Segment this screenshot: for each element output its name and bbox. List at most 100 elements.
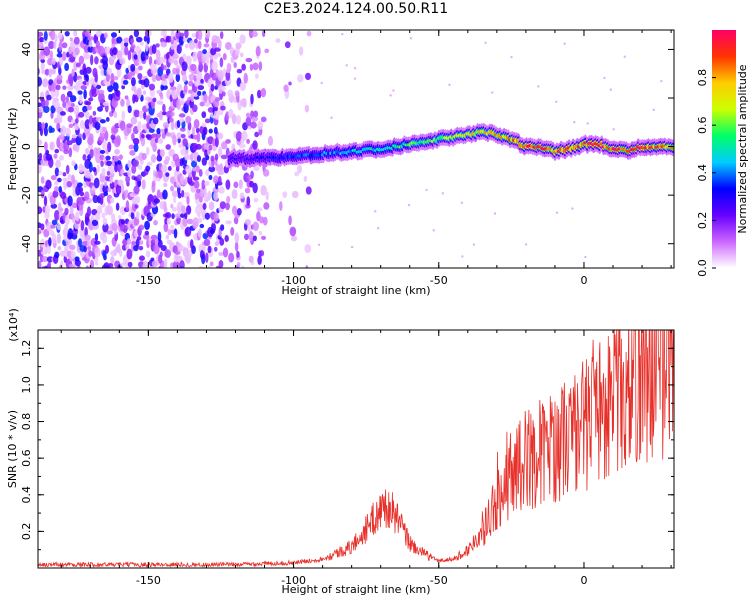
spectrogram-cell <box>179 118 185 123</box>
spectrogram-cell <box>97 45 105 56</box>
spectrogram-cell <box>389 94 392 97</box>
spectrogram-cell <box>38 31 44 37</box>
snr-scale-note: (x10⁴) <box>7 308 20 342</box>
spectrogram-cell <box>72 202 78 209</box>
spectrogram-cell <box>167 228 172 236</box>
spectrogram-cell <box>58 185 63 193</box>
spectrogram-cell <box>537 85 540 88</box>
spectrogram-cell <box>124 95 129 100</box>
spectrogram-cell <box>164 249 172 258</box>
spectrogram-cell <box>260 185 267 196</box>
y-tick-label: 1.2 <box>20 340 33 358</box>
spectrogram-cell <box>133 142 139 153</box>
spectrogram-cell <box>203 238 211 247</box>
spectrogram-cell <box>127 50 132 61</box>
spectrogram-cell <box>341 32 344 36</box>
spectrogram-cell <box>131 201 138 212</box>
spectrogram-cell <box>225 139 231 144</box>
spectrogram-cell <box>160 41 168 48</box>
spectrogram-cell <box>201 179 206 190</box>
colorbar-label: Normalized spectral amplitude <box>736 64 749 233</box>
spectrogram-cell <box>193 180 200 189</box>
spectrogram-cell <box>246 138 250 144</box>
spectrogram-cell <box>43 228 50 238</box>
spectrogram-cell <box>148 56 153 66</box>
spectrogram-cell <box>161 132 166 139</box>
spectrogram-cell <box>197 30 203 41</box>
spectrogram-cell <box>192 51 198 63</box>
spectrogram-cell <box>149 62 157 72</box>
spectrogram-cell <box>222 247 229 258</box>
spectrogram-cell <box>376 227 380 230</box>
spectrogram-cell <box>305 186 312 195</box>
spectrogram-cell <box>190 63 197 71</box>
spectrogram-cell <box>252 221 259 232</box>
spectrogram-cell <box>90 174 94 182</box>
spectrogram-cell <box>113 75 119 81</box>
spectrogram-cell <box>40 176 45 184</box>
spectrogram-cell <box>140 84 145 90</box>
spectrogram-cell <box>227 89 234 98</box>
y-tick-label: 0.4 <box>20 486 33 504</box>
spectrogram-cell <box>249 63 254 71</box>
spectrogram-cell <box>119 269 126 273</box>
spectrogram-cell <box>291 190 299 199</box>
snr-ticks: -150 -100 -50 0 0.2 0.4 0.6 0.8 1.0 1.2 <box>20 330 674 587</box>
spectrogram-cell <box>198 265 203 268</box>
spectrogram-cell <box>213 212 219 222</box>
spectrogram-cell <box>125 243 130 250</box>
spectrogram-cell <box>105 244 110 254</box>
spectrogram-cell <box>218 146 223 157</box>
spectrogram-cell <box>50 224 56 229</box>
spectrogram-cell <box>115 135 121 146</box>
spectrogram-cell <box>62 101 67 109</box>
spectrogram-cell <box>110 255 115 264</box>
spectrogram-cell <box>218 251 224 257</box>
spectrogram-cell <box>261 235 267 240</box>
spectrogram-cell <box>59 191 67 200</box>
y-tick-label: -40 <box>20 235 33 253</box>
spectrogram-cell <box>197 228 202 238</box>
spectrogram-cell <box>172 53 179 60</box>
spectrogram-cell <box>221 141 228 150</box>
spectrogram-cell <box>226 62 232 73</box>
spectrogram-cell <box>64 30 70 37</box>
spectrogram-cell <box>84 110 90 119</box>
spectrogram-cell <box>252 182 258 194</box>
spectrogram-cells <box>38 30 674 273</box>
spectrogram-cell <box>197 90 202 96</box>
spectrogram-cell <box>84 53 91 60</box>
spectrogram-cell <box>96 205 103 215</box>
spectrogram-cell <box>304 104 310 113</box>
spectrogram-cell <box>208 144 213 151</box>
spectrogram-cell <box>78 186 84 193</box>
spectrogram-cell <box>283 84 289 92</box>
spectrogram-cell <box>54 251 60 259</box>
spectrogram-cell <box>173 195 177 204</box>
spectrogram-cell <box>57 245 62 251</box>
spectrogram-cell <box>125 200 130 212</box>
colorbar-tick-label: 0.0 <box>696 259 709 277</box>
spectrogram-cell <box>215 164 221 172</box>
spectrogram-cell <box>38 152 43 160</box>
spectrogram-cell <box>238 179 243 190</box>
spectrogram-cell <box>115 202 120 211</box>
spectrogram-cell <box>85 74 89 82</box>
spectrogram-cell <box>239 81 246 91</box>
spectrogram-cell <box>234 232 240 243</box>
spectrogram-cell <box>101 55 108 66</box>
spectrogram-cell <box>163 30 167 40</box>
spectrogram-cell <box>247 223 253 233</box>
spectrogram-cell <box>660 79 663 83</box>
spectrogram-cell <box>183 84 188 93</box>
spectrogram-cell <box>59 155 65 161</box>
colorbar-tick-label: 0.2 <box>696 212 709 230</box>
spectrogram-cell <box>54 167 60 177</box>
spectrogram-cell <box>374 210 377 213</box>
spectrogram-cell <box>105 117 110 122</box>
spectrogram-cell <box>219 238 225 246</box>
spectrogram-cell <box>50 30 56 41</box>
spectrogram-cell <box>95 261 99 266</box>
spectrogram-cell <box>213 109 220 120</box>
spectrogram-cell <box>62 172 67 177</box>
